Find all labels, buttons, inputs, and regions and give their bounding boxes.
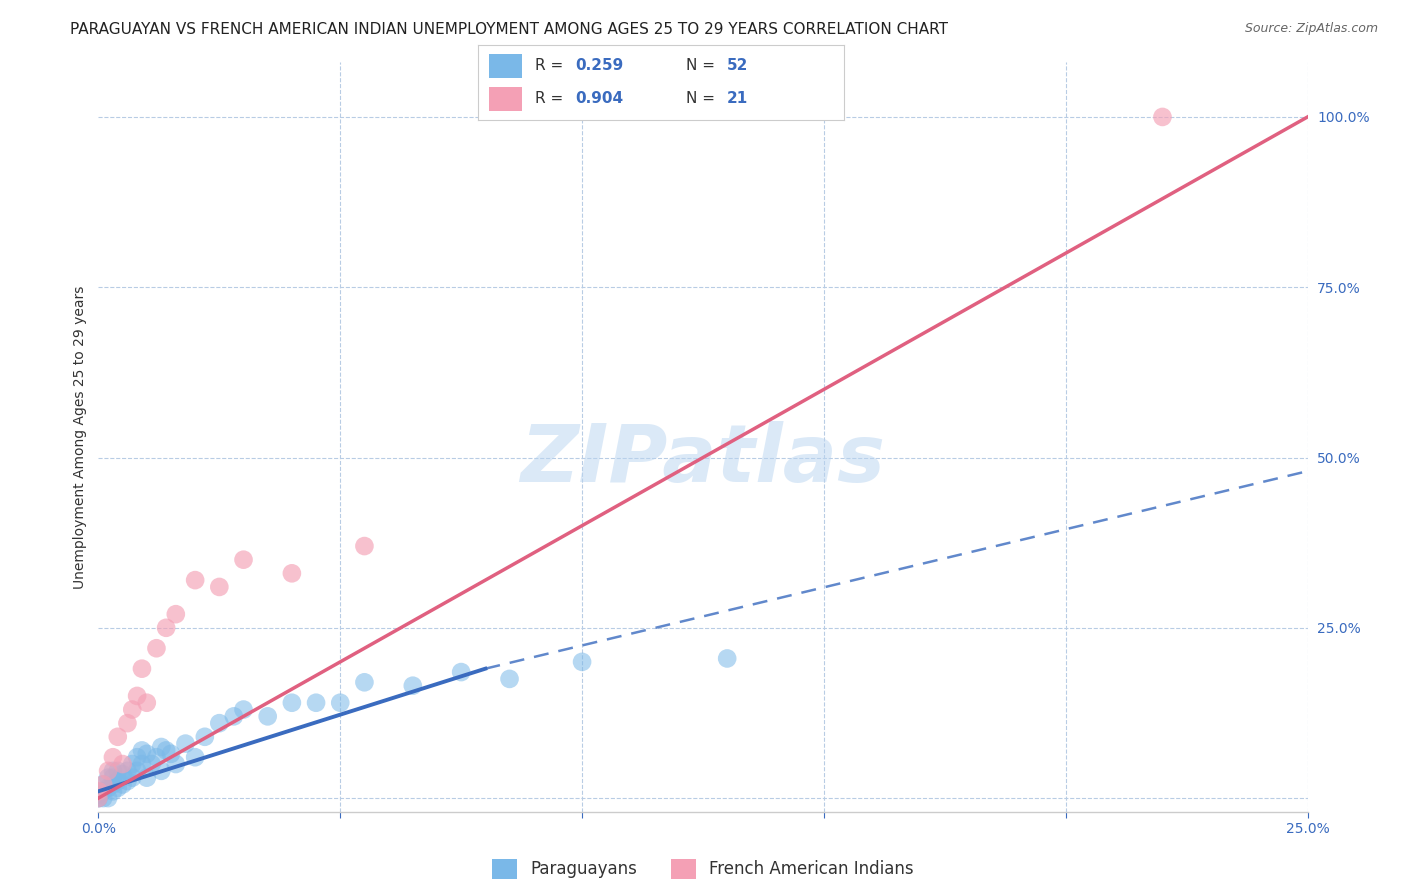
Point bbox=[107, 730, 129, 744]
Point bbox=[111, 767, 134, 781]
Text: 52: 52 bbox=[727, 58, 748, 73]
Point bbox=[135, 696, 157, 710]
Text: Source: ZipAtlas.com: Source: ZipAtlas.com bbox=[1244, 22, 1378, 36]
Point bbox=[127, 764, 149, 778]
Point bbox=[97, 771, 120, 785]
Point bbox=[91, 784, 114, 798]
Point bbox=[145, 641, 167, 656]
Point bbox=[121, 702, 143, 716]
Point bbox=[208, 716, 231, 731]
Point bbox=[91, 777, 114, 791]
Point bbox=[87, 788, 110, 802]
Point bbox=[165, 607, 187, 622]
Text: R =: R = bbox=[534, 91, 568, 106]
Text: PARAGUAYAN VS FRENCH AMERICAN INDIAN UNEMPLOYMENT AMONG AGES 25 TO 29 YEARS CORR: PARAGUAYAN VS FRENCH AMERICAN INDIAN UNE… bbox=[70, 22, 948, 37]
Point bbox=[121, 757, 143, 772]
Point bbox=[256, 709, 278, 723]
Point bbox=[101, 784, 124, 798]
Point bbox=[184, 573, 207, 587]
Point bbox=[135, 747, 157, 761]
Point bbox=[117, 716, 139, 731]
Point bbox=[160, 747, 183, 761]
Point bbox=[498, 672, 520, 686]
Point bbox=[127, 750, 149, 764]
Point bbox=[87, 791, 110, 805]
Point bbox=[716, 651, 738, 665]
Point bbox=[87, 784, 110, 798]
Point bbox=[194, 730, 217, 744]
Point bbox=[571, 655, 593, 669]
Point bbox=[91, 777, 114, 791]
Point bbox=[107, 780, 129, 795]
Point bbox=[97, 791, 120, 805]
Point bbox=[208, 580, 231, 594]
Point bbox=[131, 743, 153, 757]
Point bbox=[101, 777, 124, 791]
Text: ZIPatlas: ZIPatlas bbox=[520, 420, 886, 499]
Point bbox=[101, 750, 124, 764]
Point bbox=[353, 675, 375, 690]
Point bbox=[165, 757, 187, 772]
Point bbox=[232, 702, 254, 716]
Point bbox=[141, 757, 163, 772]
Point bbox=[450, 665, 472, 679]
Text: R =: R = bbox=[534, 58, 568, 73]
Point bbox=[150, 764, 173, 778]
Point bbox=[281, 566, 304, 581]
Point bbox=[91, 791, 114, 805]
Point bbox=[97, 780, 120, 795]
Point bbox=[87, 784, 110, 798]
Point bbox=[131, 662, 153, 676]
Point bbox=[155, 621, 177, 635]
Text: 21: 21 bbox=[727, 91, 748, 106]
Point bbox=[101, 764, 124, 778]
Legend: Paraguayans, French American Indians: Paraguayans, French American Indians bbox=[485, 852, 921, 886]
Point bbox=[155, 743, 177, 757]
Point bbox=[402, 679, 425, 693]
Point bbox=[1152, 110, 1174, 124]
Point bbox=[87, 791, 110, 805]
Point bbox=[111, 777, 134, 791]
Point bbox=[184, 750, 207, 764]
Point bbox=[131, 757, 153, 772]
FancyBboxPatch shape bbox=[489, 87, 522, 112]
Point bbox=[117, 764, 139, 778]
Point bbox=[145, 750, 167, 764]
Text: N =: N = bbox=[686, 91, 720, 106]
Text: 0.904: 0.904 bbox=[575, 91, 623, 106]
Point bbox=[150, 739, 173, 754]
Point bbox=[329, 696, 352, 710]
Point bbox=[135, 771, 157, 785]
Point bbox=[174, 737, 197, 751]
FancyBboxPatch shape bbox=[489, 54, 522, 78]
Point bbox=[353, 539, 375, 553]
Point bbox=[111, 757, 134, 772]
Point bbox=[107, 774, 129, 789]
Point bbox=[127, 689, 149, 703]
Point bbox=[87, 791, 110, 805]
Text: 0.259: 0.259 bbox=[575, 58, 623, 73]
Point bbox=[222, 709, 245, 723]
Point bbox=[117, 774, 139, 789]
Point bbox=[107, 764, 129, 778]
Point bbox=[97, 764, 120, 778]
Point bbox=[232, 552, 254, 566]
Point bbox=[101, 771, 124, 785]
Text: N =: N = bbox=[686, 58, 720, 73]
Point bbox=[121, 771, 143, 785]
Point bbox=[281, 696, 304, 710]
Point bbox=[305, 696, 328, 710]
Y-axis label: Unemployment Among Ages 25 to 29 years: Unemployment Among Ages 25 to 29 years bbox=[73, 285, 87, 589]
